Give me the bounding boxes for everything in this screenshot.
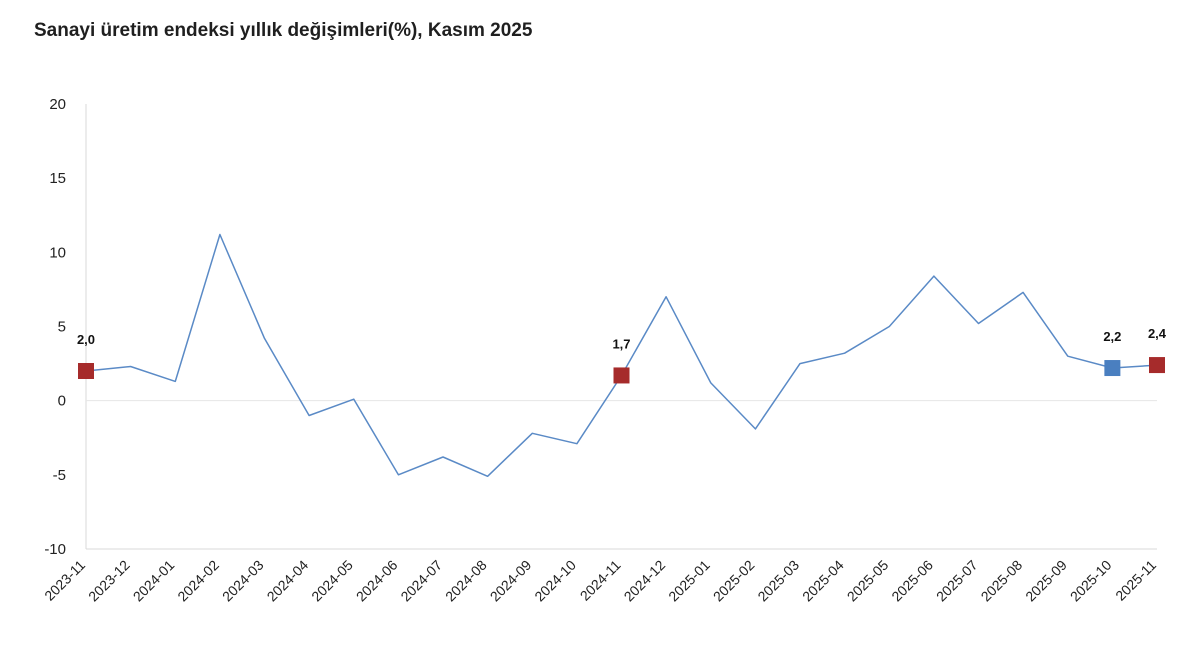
x-tick-label: 2024-05 (308, 557, 356, 605)
x-tick-label: 2024-06 (353, 557, 401, 605)
x-tick-label: 2025-10 (1067, 557, 1115, 605)
x-tick-label: 2025-05 (844, 557, 892, 605)
data-point-marker (1149, 357, 1165, 374)
highlight-markers: 2,0 1,7 2,2 2,4 (77, 326, 1167, 384)
chart-title: Sanayi üretim endeksi yıllık değişimleri… (34, 20, 533, 41)
x-tick-label: 2025-06 (888, 557, 936, 605)
data-point-marker (78, 363, 94, 379)
y-tick-label: 15 (49, 170, 66, 187)
data-label: 1,7 (612, 336, 630, 351)
x-tick-label: 2024-10 (531, 557, 579, 605)
x-tick-label: 2024-07 (397, 557, 445, 605)
x-tick-label: 2024-12 (621, 557, 669, 605)
data-label: 2,4 (1148, 326, 1167, 341)
x-tick-label: 2025-03 (754, 557, 802, 605)
x-tick-label: 2024-11 (577, 557, 624, 604)
x-tick-label: 2025-02 (710, 557, 758, 605)
axes (85, 104, 1157, 550)
series-lines (85, 233, 1158, 478)
y-tick-label: 5 (58, 319, 66, 336)
x-tick-label: 2025-07 (933, 557, 981, 605)
x-tick-label: 2024-02 (174, 557, 222, 605)
data-label: 2,0 (77, 332, 95, 347)
x-tick-label: 2024-01 (130, 557, 178, 605)
y-tick-label: -5 (53, 467, 66, 484)
y-tick-label: 20 (49, 96, 66, 113)
data-point-marker (613, 367, 630, 384)
x-tick-label: 2025-04 (799, 557, 847, 605)
y-axis-labels: -10 -5 0 5 10 15 20 (44, 96, 66, 558)
x-tick-label: 2025-09 (1022, 557, 1070, 605)
x-tick-label: 2024-04 (264, 557, 312, 605)
x-tick-label: 2024-03 (219, 557, 267, 605)
data-point-marker (1104, 360, 1121, 377)
series-line (85, 233, 1158, 478)
y-tick-label: 10 (49, 244, 66, 261)
y-tick-label: 0 (58, 393, 66, 410)
x-axis-labels: 2023-112023-122024-012024-022024-032024-… (41, 557, 1159, 605)
x-tick-label: 2024-08 (442, 557, 490, 605)
x-tick-label: 2023-11 (41, 557, 88, 604)
data-label: 2,2 (1103, 329, 1121, 344)
y-tick-label: -10 (44, 541, 66, 558)
x-tick-label: 2023-12 (85, 557, 133, 605)
x-tick-label: 2025-11 (1112, 557, 1159, 604)
x-tick-label: 2024-09 (487, 557, 535, 605)
x-tick-label: 2025-08 (978, 557, 1026, 605)
x-tick-label: 2025-01 (665, 557, 713, 605)
